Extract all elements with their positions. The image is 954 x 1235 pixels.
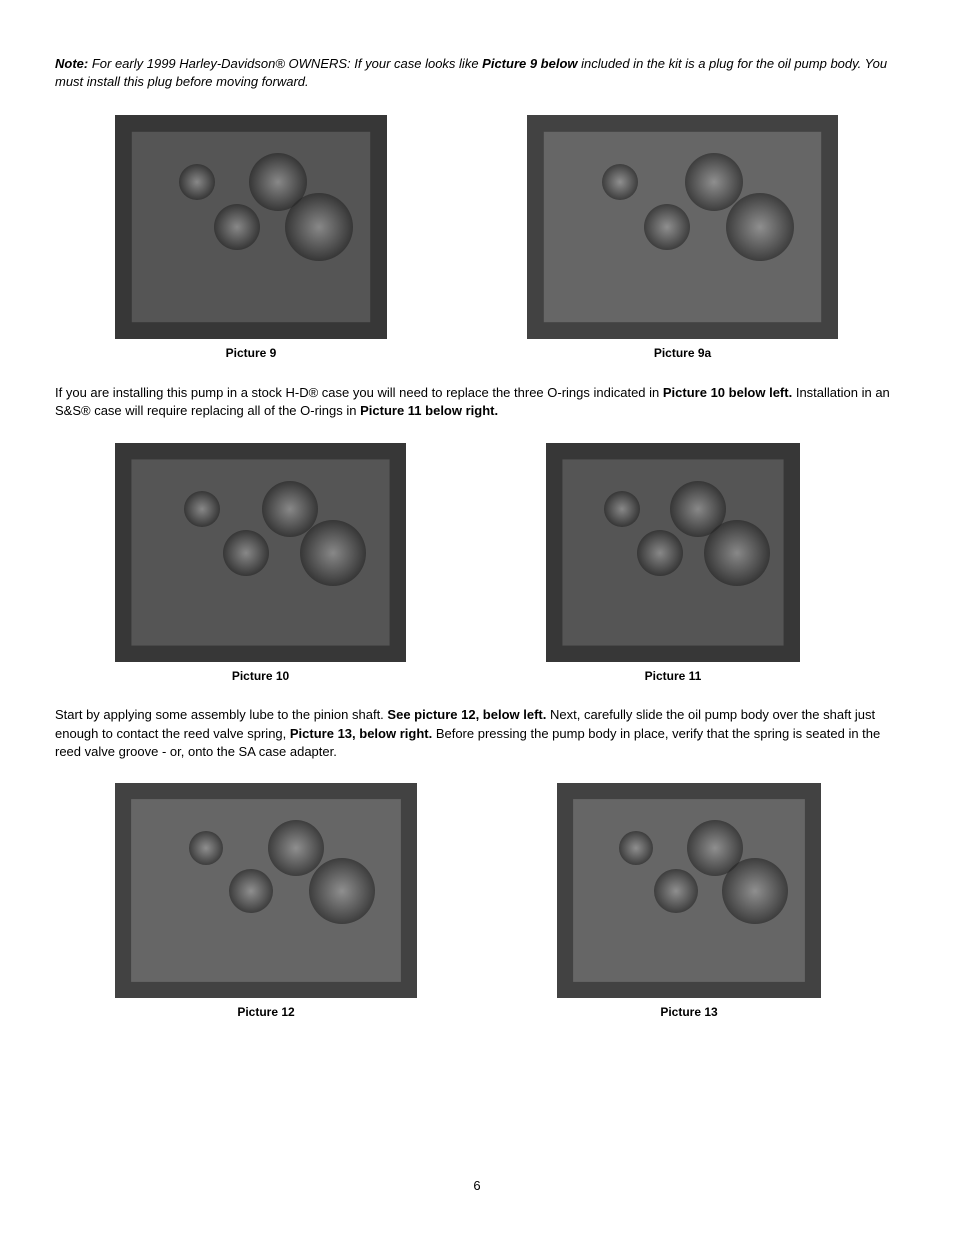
paragraph-orings: If you are installing this pump in a sto… bbox=[55, 384, 899, 420]
reed-spring-image bbox=[557, 783, 821, 998]
figure-caption: Picture 12 bbox=[237, 1004, 294, 1021]
figure-row-1: Picture 9 Picture 9a bbox=[55, 115, 899, 362]
note-paragraph: Note: For early 1999 Harley-Davidson® OW… bbox=[55, 55, 899, 91]
lube-image bbox=[115, 783, 417, 998]
note-bold-ref: Picture 9 below bbox=[482, 56, 577, 71]
para2-b2: Picture 13, below right. bbox=[290, 726, 432, 741]
figure-row-3: Picture 12 Picture 13 bbox=[55, 783, 899, 1021]
engine-case-image bbox=[115, 115, 387, 339]
note-label: Note: bbox=[55, 56, 88, 71]
figure-caption: Picture 9a bbox=[654, 345, 711, 362]
para2-b1: See picture 12, below left. bbox=[387, 707, 546, 722]
figure-caption: Picture 9 bbox=[226, 345, 277, 362]
page-number: 6 bbox=[0, 1177, 954, 1195]
para2-pre: Start by applying some assembly lube to … bbox=[55, 707, 387, 722]
ss-case-image bbox=[546, 443, 800, 662]
figure-11: Picture 11 bbox=[546, 443, 800, 685]
para1-b2: Picture 11 below right. bbox=[360, 403, 498, 418]
hd-case-image bbox=[115, 443, 406, 662]
figure-12: Picture 12 bbox=[115, 783, 417, 1021]
figure-9: Picture 9 bbox=[115, 115, 387, 362]
figure-10: Picture 10 bbox=[115, 443, 406, 685]
figure-caption: Picture 11 bbox=[645, 668, 702, 685]
figure-13: Picture 13 bbox=[557, 783, 821, 1021]
note-text-pre: For early 1999 Harley-Davidson® OWNERS: … bbox=[88, 56, 482, 71]
figure-9a: Picture 9a bbox=[527, 115, 838, 362]
figure-caption: Picture 13 bbox=[660, 1004, 717, 1021]
para1-pre: If you are installing this pump in a sto… bbox=[55, 385, 663, 400]
para1-b1: Picture 10 below left. bbox=[663, 385, 792, 400]
paragraph-lube: Start by applying some assembly lube to … bbox=[55, 706, 899, 761]
figure-row-2: Picture 10 Picture 11 bbox=[55, 443, 899, 685]
figure-caption: Picture 10 bbox=[232, 668, 289, 685]
plug-install-image bbox=[527, 115, 838, 339]
